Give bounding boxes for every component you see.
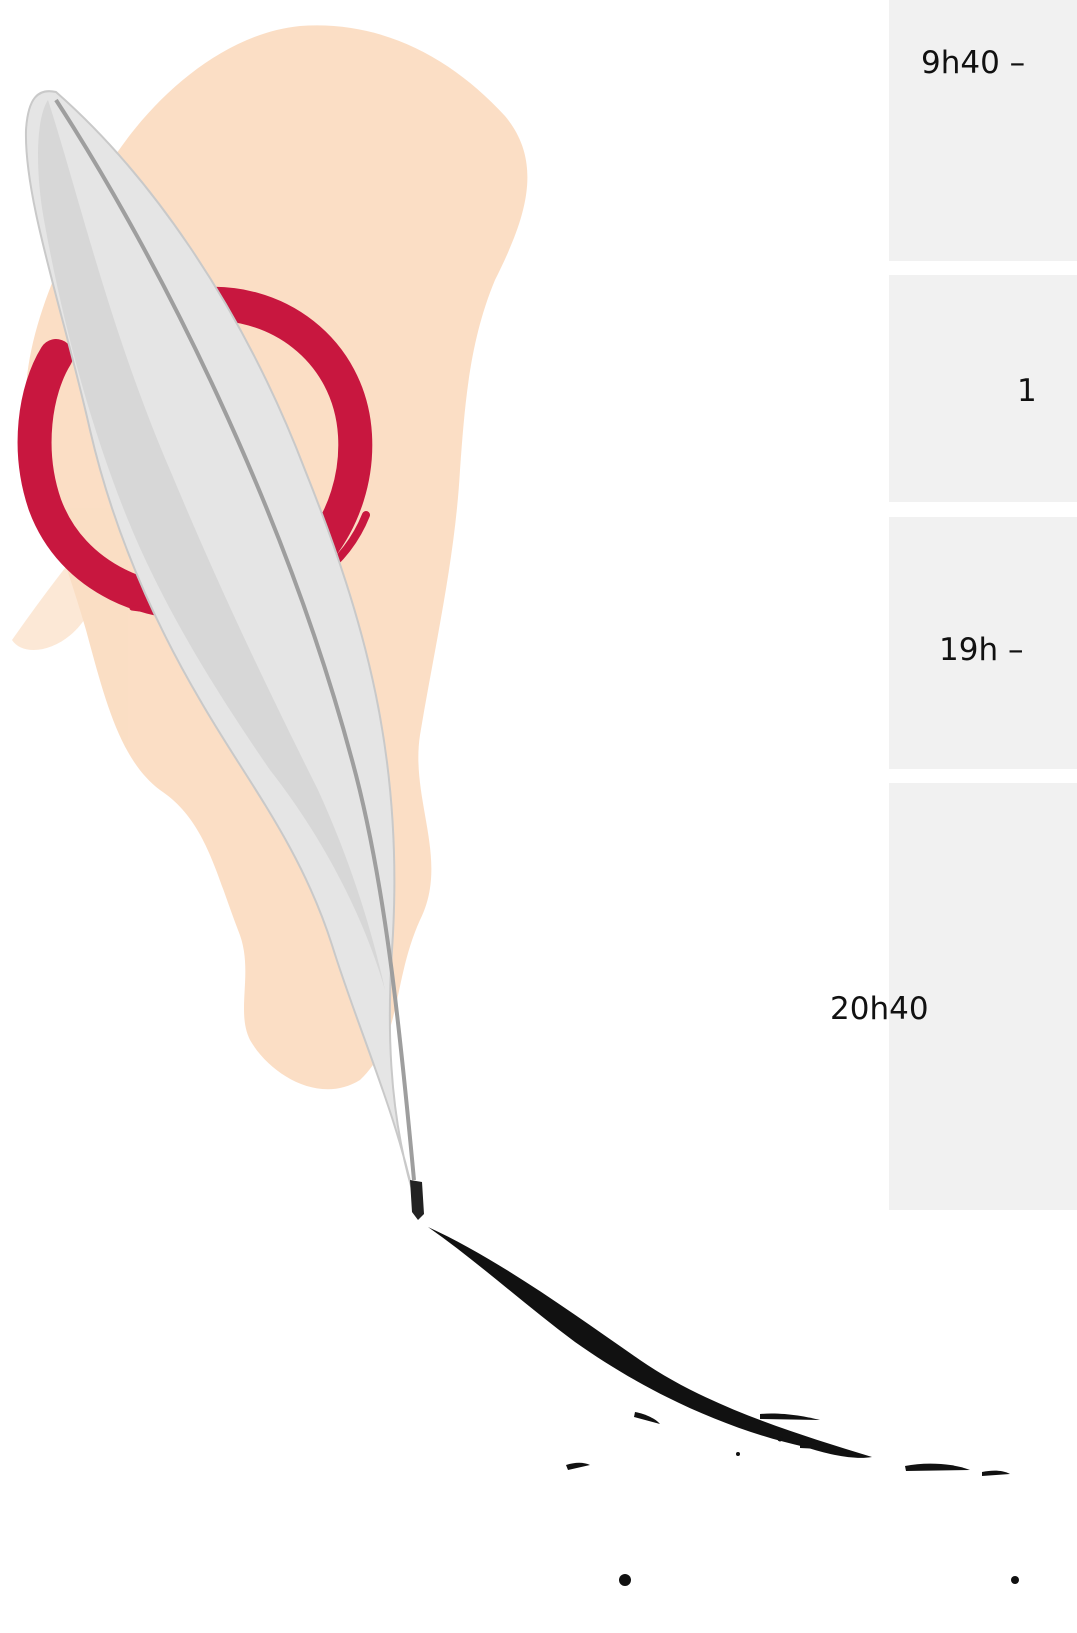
schedule-card-1: 9h40 – <box>889 0 1077 261</box>
feather-nib <box>410 1180 424 1220</box>
ink-dot-3 <box>777 1436 783 1442</box>
ink-stroke-main <box>428 1227 872 1458</box>
feather-quill-icon <box>24 90 424 1220</box>
ink-drop-3 <box>760 1413 820 1420</box>
schedule-card-3: 19h – <box>889 517 1077 769</box>
ink-drop-1 <box>566 1462 590 1470</box>
schedule-time-1: 9h40 – <box>921 45 1026 81</box>
schedule-time-4: 20h40 <box>830 991 929 1027</box>
ink-drop-2 <box>634 1412 660 1424</box>
ink-splash-icon <box>428 1227 1019 1586</box>
schedule-card-2: 1 <box>889 275 1077 502</box>
ink-drop-6 <box>982 1470 1010 1476</box>
ink-dot-1 <box>619 1574 631 1586</box>
schedule-time-3: 19h – <box>939 632 1024 668</box>
ink-dot-4 <box>736 1452 740 1456</box>
schedule-time-2: 1 <box>1017 373 1037 409</box>
schedule-card-4: 20h40 <box>830 783 1077 1210</box>
ink-drop-4 <box>905 1463 970 1471</box>
feather-shading <box>38 100 385 990</box>
ink-dot-2 <box>1011 1576 1019 1584</box>
feather-shaft <box>54 98 416 1181</box>
ink-drop-5 <box>800 1443 842 1450</box>
